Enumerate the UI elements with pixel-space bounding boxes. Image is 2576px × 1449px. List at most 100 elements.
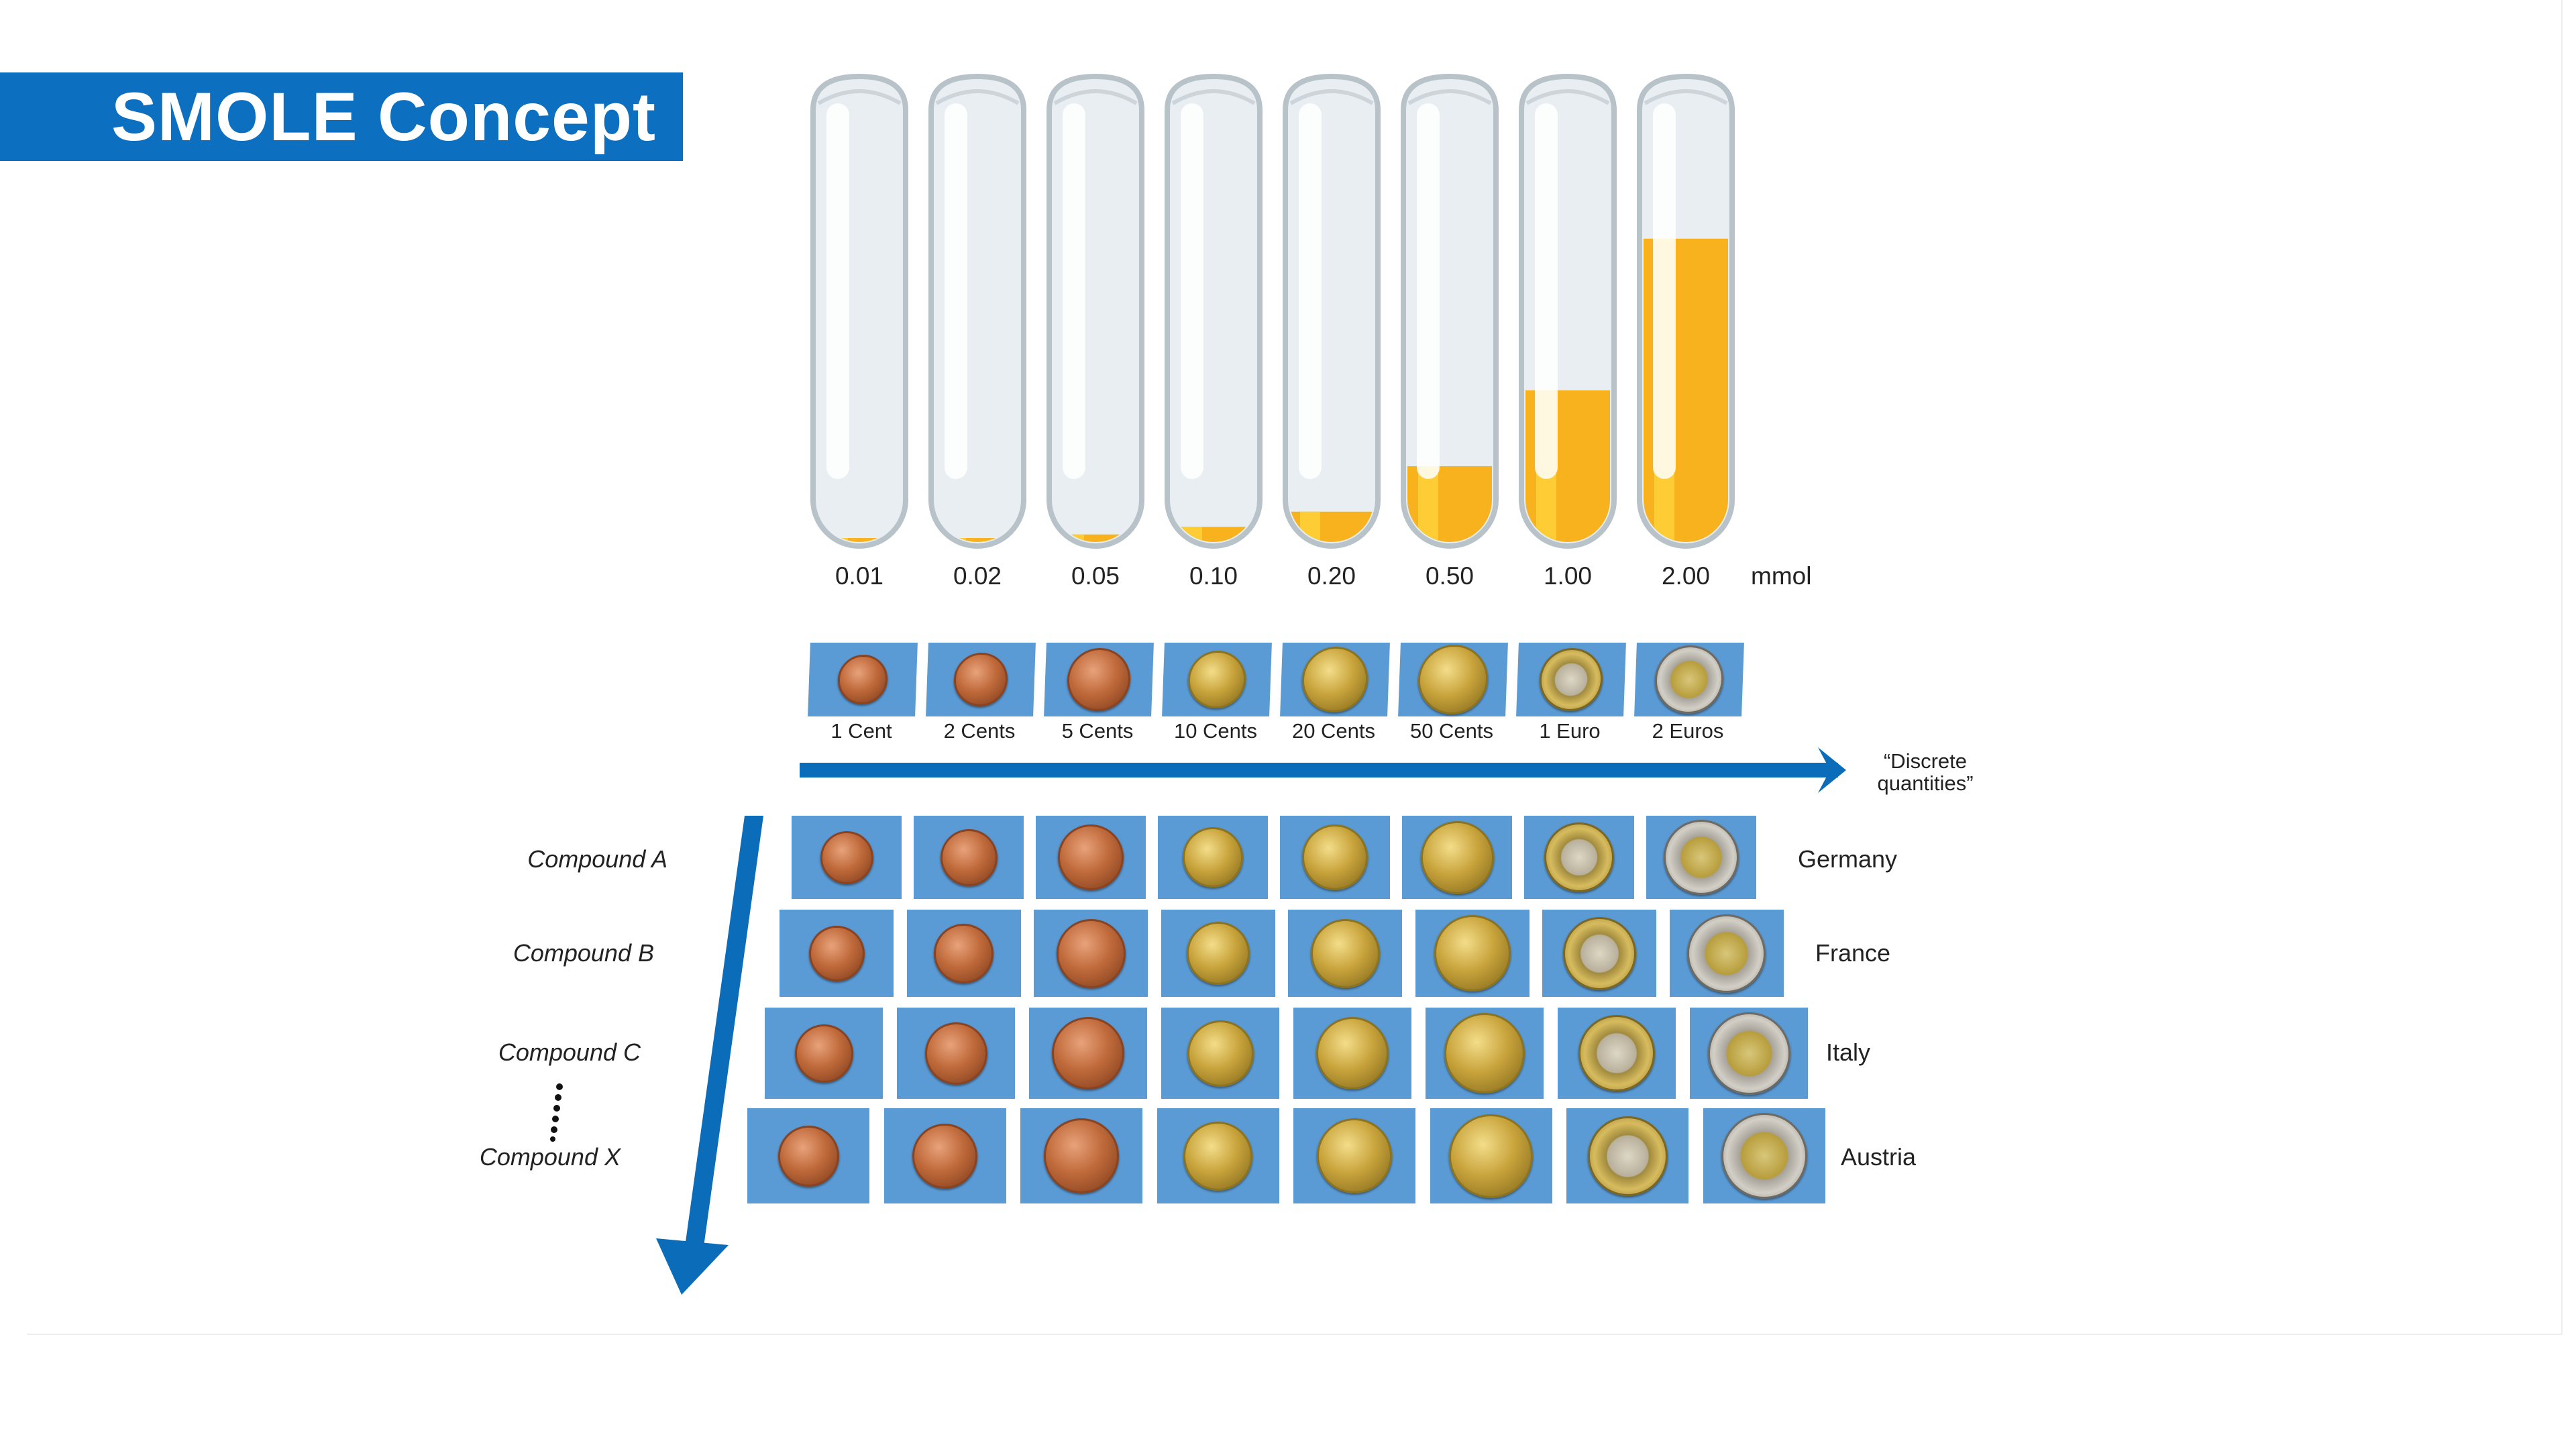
compound-label: Compound A xyxy=(527,845,667,873)
country-label: France xyxy=(1815,939,1891,967)
compound-label: Compound C xyxy=(498,1038,641,1066)
coin-tile xyxy=(1162,643,1272,716)
euro-coin-icon xyxy=(1654,645,1725,714)
horizontal-arrow xyxy=(800,747,1846,793)
coin-denomination-label: 1 Cent xyxy=(830,719,892,743)
tube-quantity-label: 2.00 xyxy=(1661,562,1710,590)
euro-coin-icon xyxy=(794,1024,853,1083)
coin-denomination-label: 1 Euro xyxy=(1539,719,1601,743)
coin-denomination-label: 5 Cents xyxy=(1061,719,1134,743)
compound-label: Compound X xyxy=(479,1143,621,1171)
tube-quantity-label: 0.05 xyxy=(1071,562,1120,590)
euro-coin-icon xyxy=(1316,1017,1389,1089)
coin-grid-cell xyxy=(1280,816,1390,899)
coin-grid-cell xyxy=(1669,910,1784,997)
discrete-quantities-label-line1: “Discrete xyxy=(1883,749,1967,773)
euro-coin-icon xyxy=(1056,918,1126,988)
coin-grid-cell xyxy=(747,1108,869,1203)
coin-grid-cell xyxy=(1566,1108,1688,1203)
euro-coin-icon xyxy=(1417,645,1489,714)
coin-grid-cell xyxy=(1430,1108,1552,1203)
euro-coin-icon xyxy=(1707,1012,1790,1095)
liquid-fill xyxy=(1053,534,1138,542)
coin-grid-cell xyxy=(1542,910,1656,997)
coin-denomination-label: 20 Cents xyxy=(1291,719,1376,743)
euro-coin-icon xyxy=(1058,824,1124,890)
euro-coin-icon xyxy=(1187,1020,1254,1087)
coin-grid-cell xyxy=(906,910,1021,997)
discrete-quantities-label-line2: quantities” xyxy=(1877,771,1974,795)
euro-coin-icon xyxy=(1066,648,1132,711)
country-label: Germany xyxy=(1798,845,1898,873)
coin-tile xyxy=(1634,643,1744,716)
tube-quantity-label: 0.10 xyxy=(1189,562,1238,590)
coin-grid-cell xyxy=(1161,910,1275,997)
coin-grid-cell xyxy=(792,816,902,899)
euro-coin-icon xyxy=(1544,822,1614,892)
coin-tile xyxy=(1044,643,1154,716)
tube-quantity-label: 0.02 xyxy=(953,562,1002,590)
euro-coin-icon xyxy=(1687,914,1766,993)
coin-grid-cell xyxy=(1293,1108,1415,1203)
coin-tile xyxy=(926,643,1036,716)
coin-denomination-label: 2 Euros xyxy=(1652,719,1724,743)
discrete-quantities-label: “Discrete quantities” xyxy=(1858,750,1992,794)
coin-tile xyxy=(1280,643,1390,716)
test-tube xyxy=(1165,73,1263,549)
coin-grid-cell xyxy=(1293,1008,1411,1099)
tube-quantity-label: 0.20 xyxy=(1307,562,1356,590)
euro-coin-icon xyxy=(777,1125,839,1187)
coin-grid-cell xyxy=(1020,1108,1142,1203)
coin-grid-cell xyxy=(765,1008,883,1099)
test-tube xyxy=(1637,73,1735,549)
coin-grid-cell xyxy=(1415,910,1529,997)
euro-coin-icon xyxy=(1578,1015,1655,1091)
coin-grid-cell xyxy=(1161,1008,1279,1099)
coin-grid-cell xyxy=(1690,1008,1808,1099)
euro-coin-icon xyxy=(934,923,994,983)
euro-coin-icon xyxy=(1562,916,1636,990)
euro-coin-icon xyxy=(1183,1121,1252,1191)
test-tube xyxy=(1283,73,1381,549)
euro-coin-icon xyxy=(1587,1116,1668,1196)
euro-coin-icon xyxy=(940,828,998,886)
euro-coin-icon xyxy=(1444,1013,1525,1093)
euro-coin-icon xyxy=(837,655,889,704)
euro-coin-icon xyxy=(953,653,1009,706)
euro-coin-icon xyxy=(1538,648,1604,711)
coin-tile xyxy=(808,643,918,716)
euro-coin-icon xyxy=(1434,915,1511,991)
vertical-arrow xyxy=(656,816,763,1295)
coin-denomination-label: 10 Cents xyxy=(1173,719,1258,743)
ellipsis-dots xyxy=(550,1083,563,1142)
test-tube xyxy=(928,73,1026,549)
unit-label: mmol xyxy=(1751,562,1812,590)
coin-tile xyxy=(1516,643,1626,716)
euro-coin-icon xyxy=(1420,820,1494,894)
euro-coin-icon xyxy=(1187,651,1247,708)
coin-grid-cell xyxy=(1558,1008,1676,1099)
coin-grid-cell xyxy=(1029,1008,1147,1099)
country-label: Italy xyxy=(1826,1038,1871,1066)
coin-grid-cell xyxy=(1426,1008,1544,1099)
title-banner: SMOLE Concept xyxy=(0,72,683,161)
coin-grid-cell xyxy=(1157,1108,1279,1203)
euro-coin-icon xyxy=(1721,1113,1807,1199)
test-tube xyxy=(810,73,908,549)
tube-quantity-label: 1.00 xyxy=(1543,562,1592,590)
test-tube xyxy=(1519,73,1617,549)
euro-coin-icon xyxy=(1183,827,1243,888)
euro-coin-icon xyxy=(1664,820,1739,895)
euro-coin-icon xyxy=(808,925,865,981)
euro-coin-icon xyxy=(1449,1114,1533,1198)
coin-grid-cell xyxy=(1703,1108,1825,1203)
euro-coin-icon xyxy=(912,1123,977,1189)
coin-grid-cell xyxy=(883,1108,1006,1203)
euro-coin-icon xyxy=(1317,1118,1392,1193)
euro-coin-icon xyxy=(1052,1017,1124,1089)
coin-grid-cell xyxy=(780,910,894,997)
test-tube xyxy=(1401,73,1499,549)
euro-coin-icon xyxy=(1044,1118,1119,1193)
coin-grid-cell xyxy=(1402,816,1512,899)
